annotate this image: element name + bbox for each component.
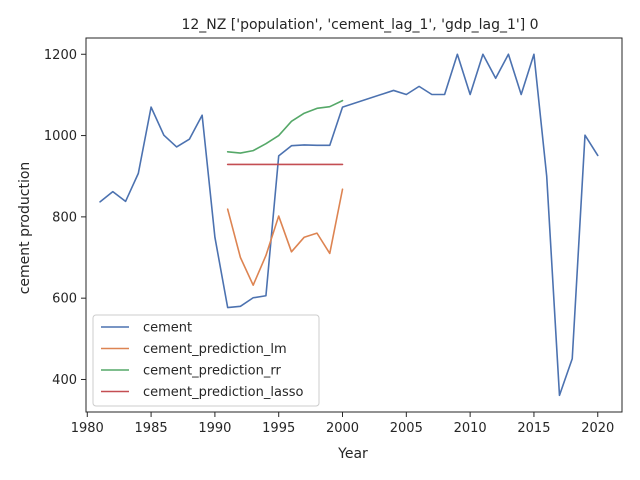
x-tick-label: 1980 <box>71 421 104 436</box>
x-tick-label: 1985 <box>135 421 168 436</box>
legend-box <box>92 314 320 407</box>
series-layer <box>99 53 599 397</box>
y-tick-label: 1000 <box>44 129 77 144</box>
y-tick-label: 600 <box>52 292 77 307</box>
x-tick-label: 1990 <box>198 421 231 436</box>
legend: cement cement_prediction_lm cement_predict… <box>92 314 320 407</box>
y-tick-label: 800 <box>52 210 77 225</box>
x-tick-label: 2010 <box>454 421 487 436</box>
y-axis-label: cement production <box>17 162 33 295</box>
y-tick-label: 1200 <box>44 48 77 63</box>
x-tick-label: 2020 <box>581 421 614 436</box>
x-axis-ticks: 1980 1985 1990 1995 2000 2005 2010 2015 2020 <box>71 412 614 436</box>
x-tick-label: 2015 <box>517 421 550 436</box>
series-line-cement <box>99 53 599 397</box>
y-axis-ticks: 400 600 800 1000 1200 <box>44 48 86 388</box>
legend-label: cement_prediction_lasso <box>143 385 303 400</box>
legend-label: cement_prediction_lm <box>143 342 287 357</box>
plot-frame <box>85 37 623 413</box>
legend-label: cement_prediction_rr <box>143 364 281 379</box>
x-tick-label: 1995 <box>262 421 295 436</box>
legend-label: cement <box>143 321 192 336</box>
x-tick-label: 2000 <box>326 421 359 436</box>
series-line-cement-prediction-lm <box>226 188 344 286</box>
x-tick-label: 2005 <box>390 421 423 436</box>
x-axis-label: Year <box>337 446 368 462</box>
series-line-cement-prediction-rr <box>226 99 344 154</box>
y-tick-label: 400 <box>52 373 77 388</box>
chart-title: 12_NZ ['population', 'cement_lag_1', 'gd… <box>181 17 538 33</box>
